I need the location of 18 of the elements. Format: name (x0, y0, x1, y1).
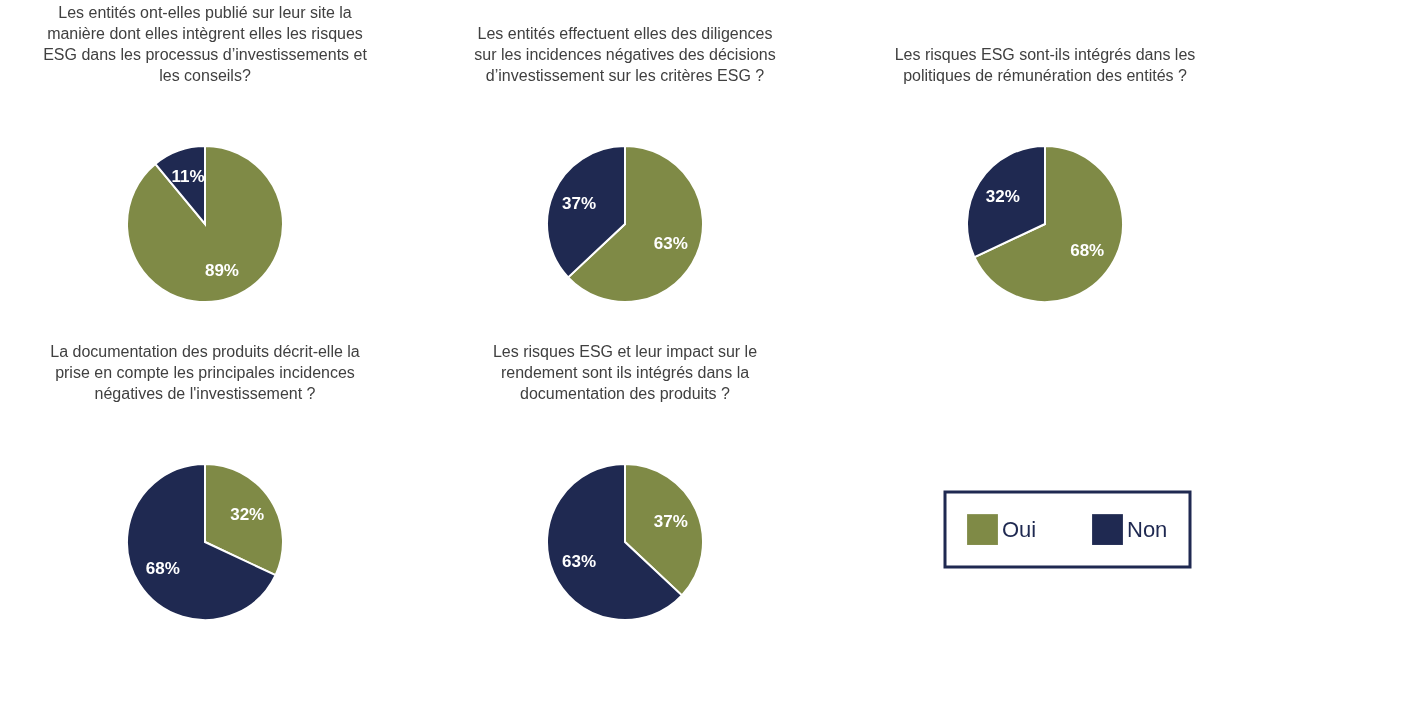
data-label: 32% (985, 187, 1020, 207)
data-label: 63% (562, 551, 597, 571)
chart-title: Les entités effectuent elles des diligences sur les incidences négatives des décisions d’investissement sur les critères ESG ? (474, 25, 776, 84)
chart-title: La documentation des produits décrit-elle la prise en compte les principales incidences négatives de l'investissement ? (50, 343, 360, 402)
chart-title: Les risques ESG sont-ils intégrés dans les politiques de rémunération des entités ? (894, 46, 1196, 84)
data-label: 11% (171, 166, 205, 186)
data-label: 37% (653, 512, 688, 532)
legend-label: Oui (1002, 516, 1037, 542)
pie-slice (126, 145, 284, 303)
legend-label: Non (1127, 516, 1168, 542)
chart-title: Les risques ESG et leur impact sur le rendement sont ils intégrés dans la documentation des produits ? (492, 343, 758, 402)
data-label: 68% (145, 558, 180, 578)
data-label: 89% (204, 261, 239, 281)
data-label: 63% (653, 233, 688, 253)
chart-title: Les entités ont-elles publié sur leur site la manière dont elles intègrent elles les risques ESG dans les processus d’investissements et les conseils? (43, 4, 368, 84)
data-label: 68% (1070, 240, 1105, 260)
data-label: 37% (562, 194, 597, 214)
data-label: 32% (230, 505, 265, 525)
